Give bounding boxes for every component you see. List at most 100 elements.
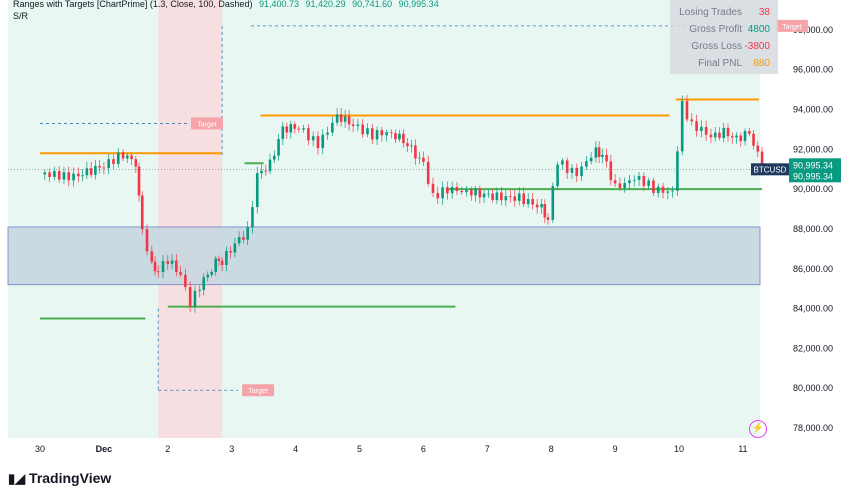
candle-body (709, 134, 713, 138)
candle-body (700, 126, 703, 132)
candle-body (193, 290, 197, 307)
candle-body (220, 260, 224, 265)
candle-body (335, 114, 339, 123)
tv-logo-icon: ▮◢ (8, 471, 26, 486)
y-tick-label: 96,000.00 (793, 65, 833, 75)
y-tick-label: 84,000.00 (793, 304, 833, 314)
candle-body (264, 170, 268, 172)
x-tick-label: 6 (421, 444, 426, 454)
candle-body (175, 260, 178, 273)
candle-body (94, 165, 97, 175)
candle-body (62, 172, 66, 180)
candle-body (556, 164, 559, 187)
candle-body (418, 157, 421, 159)
price-tag: 90,995.34 (793, 160, 833, 170)
candle-body (666, 191, 670, 193)
candle-body (450, 187, 454, 194)
tradingview-logo[interactable]: ▮◢ TradingView (8, 470, 111, 487)
candle-body (351, 124, 355, 127)
candle-body (206, 274, 210, 278)
candle-body (656, 186, 660, 193)
x-tick-label: 3 (229, 444, 234, 454)
candle-body (112, 159, 115, 164)
x-tick-label: 5 (357, 444, 362, 454)
candle-body (375, 130, 379, 140)
candle-body (402, 133, 405, 144)
candle-body (57, 170, 61, 180)
candle-body (81, 175, 84, 177)
candle-body (398, 133, 401, 140)
candle-body (491, 193, 494, 201)
candle-body (380, 130, 384, 136)
candle-body (321, 134, 325, 149)
candle-body (652, 180, 655, 193)
price-tag-bg (789, 158, 841, 183)
candle-body (743, 131, 747, 142)
candle-body (436, 192, 440, 199)
candle-body (277, 138, 280, 156)
target-label-box (190, 117, 223, 130)
candle-body (426, 161, 430, 184)
candle-body (161, 261, 165, 272)
indicator-value-2: 91,420.29 (305, 0, 346, 9)
y-tick-label: 78,000.00 (793, 423, 833, 433)
candle-body (594, 147, 598, 158)
candle-body (685, 101, 689, 120)
candle-body (326, 132, 329, 135)
candle-body (565, 160, 569, 173)
stat-label: Final PNL (698, 58, 742, 69)
candle-body (316, 136, 320, 149)
y-tick-label: 90,000.00 (793, 184, 833, 194)
stat-label: Gross Profit (689, 24, 742, 35)
indicator-value-3: 90,741.60 (352, 0, 393, 9)
candle-body (121, 152, 125, 159)
stat-row-losing: Losing Trades 38 (670, 7, 778, 21)
candle-body (166, 261, 170, 264)
symbol-tag: BTCUSD (754, 165, 787, 174)
candle-body (478, 188, 482, 198)
candle-body (251, 207, 254, 228)
candle-body (188, 287, 192, 307)
candle-body (134, 159, 138, 167)
candle-body (237, 237, 241, 244)
candle-body (551, 186, 555, 220)
candle-body (522, 193, 526, 205)
candle-body (722, 127, 726, 138)
candle-body (293, 124, 297, 129)
candle-body (739, 135, 743, 142)
x-tick-label: 10 (674, 444, 684, 454)
stat-row-gross-loss: Gross Loss -3800 (670, 41, 778, 55)
lightning-icon[interactable]: ⚡ (749, 420, 767, 438)
candle-body (465, 189, 468, 193)
stat-label: Gross Loss (691, 41, 742, 52)
candle-body (540, 204, 543, 208)
candle-body (441, 187, 444, 199)
candle-body (726, 127, 730, 137)
candle-body (509, 196, 512, 197)
candle-body (130, 155, 133, 160)
price-tag-2: 90,995.34 (793, 171, 833, 181)
candle-body (394, 133, 397, 140)
candle-body (623, 183, 626, 189)
candle-body (156, 271, 160, 273)
candle-body (242, 237, 245, 240)
candle-body (72, 173, 75, 181)
candle-body (89, 168, 93, 175)
candle-body (618, 183, 622, 189)
candle-body (495, 192, 499, 201)
candle-body (170, 260, 174, 264)
x-tick-label: 9 (613, 444, 618, 454)
candle-body (98, 165, 101, 168)
candle-body (589, 157, 593, 162)
candle-body (225, 251, 228, 265)
candle-body (695, 121, 698, 132)
candle-body (718, 132, 721, 138)
candle-body (500, 192, 503, 201)
candle-body (153, 261, 157, 272)
candle-body (752, 133, 755, 146)
candle-body (385, 132, 388, 136)
range-box (7, 226, 761, 286)
candle-body (202, 277, 206, 290)
candle-body (48, 172, 51, 178)
stat-value: 880 (753, 58, 770, 69)
